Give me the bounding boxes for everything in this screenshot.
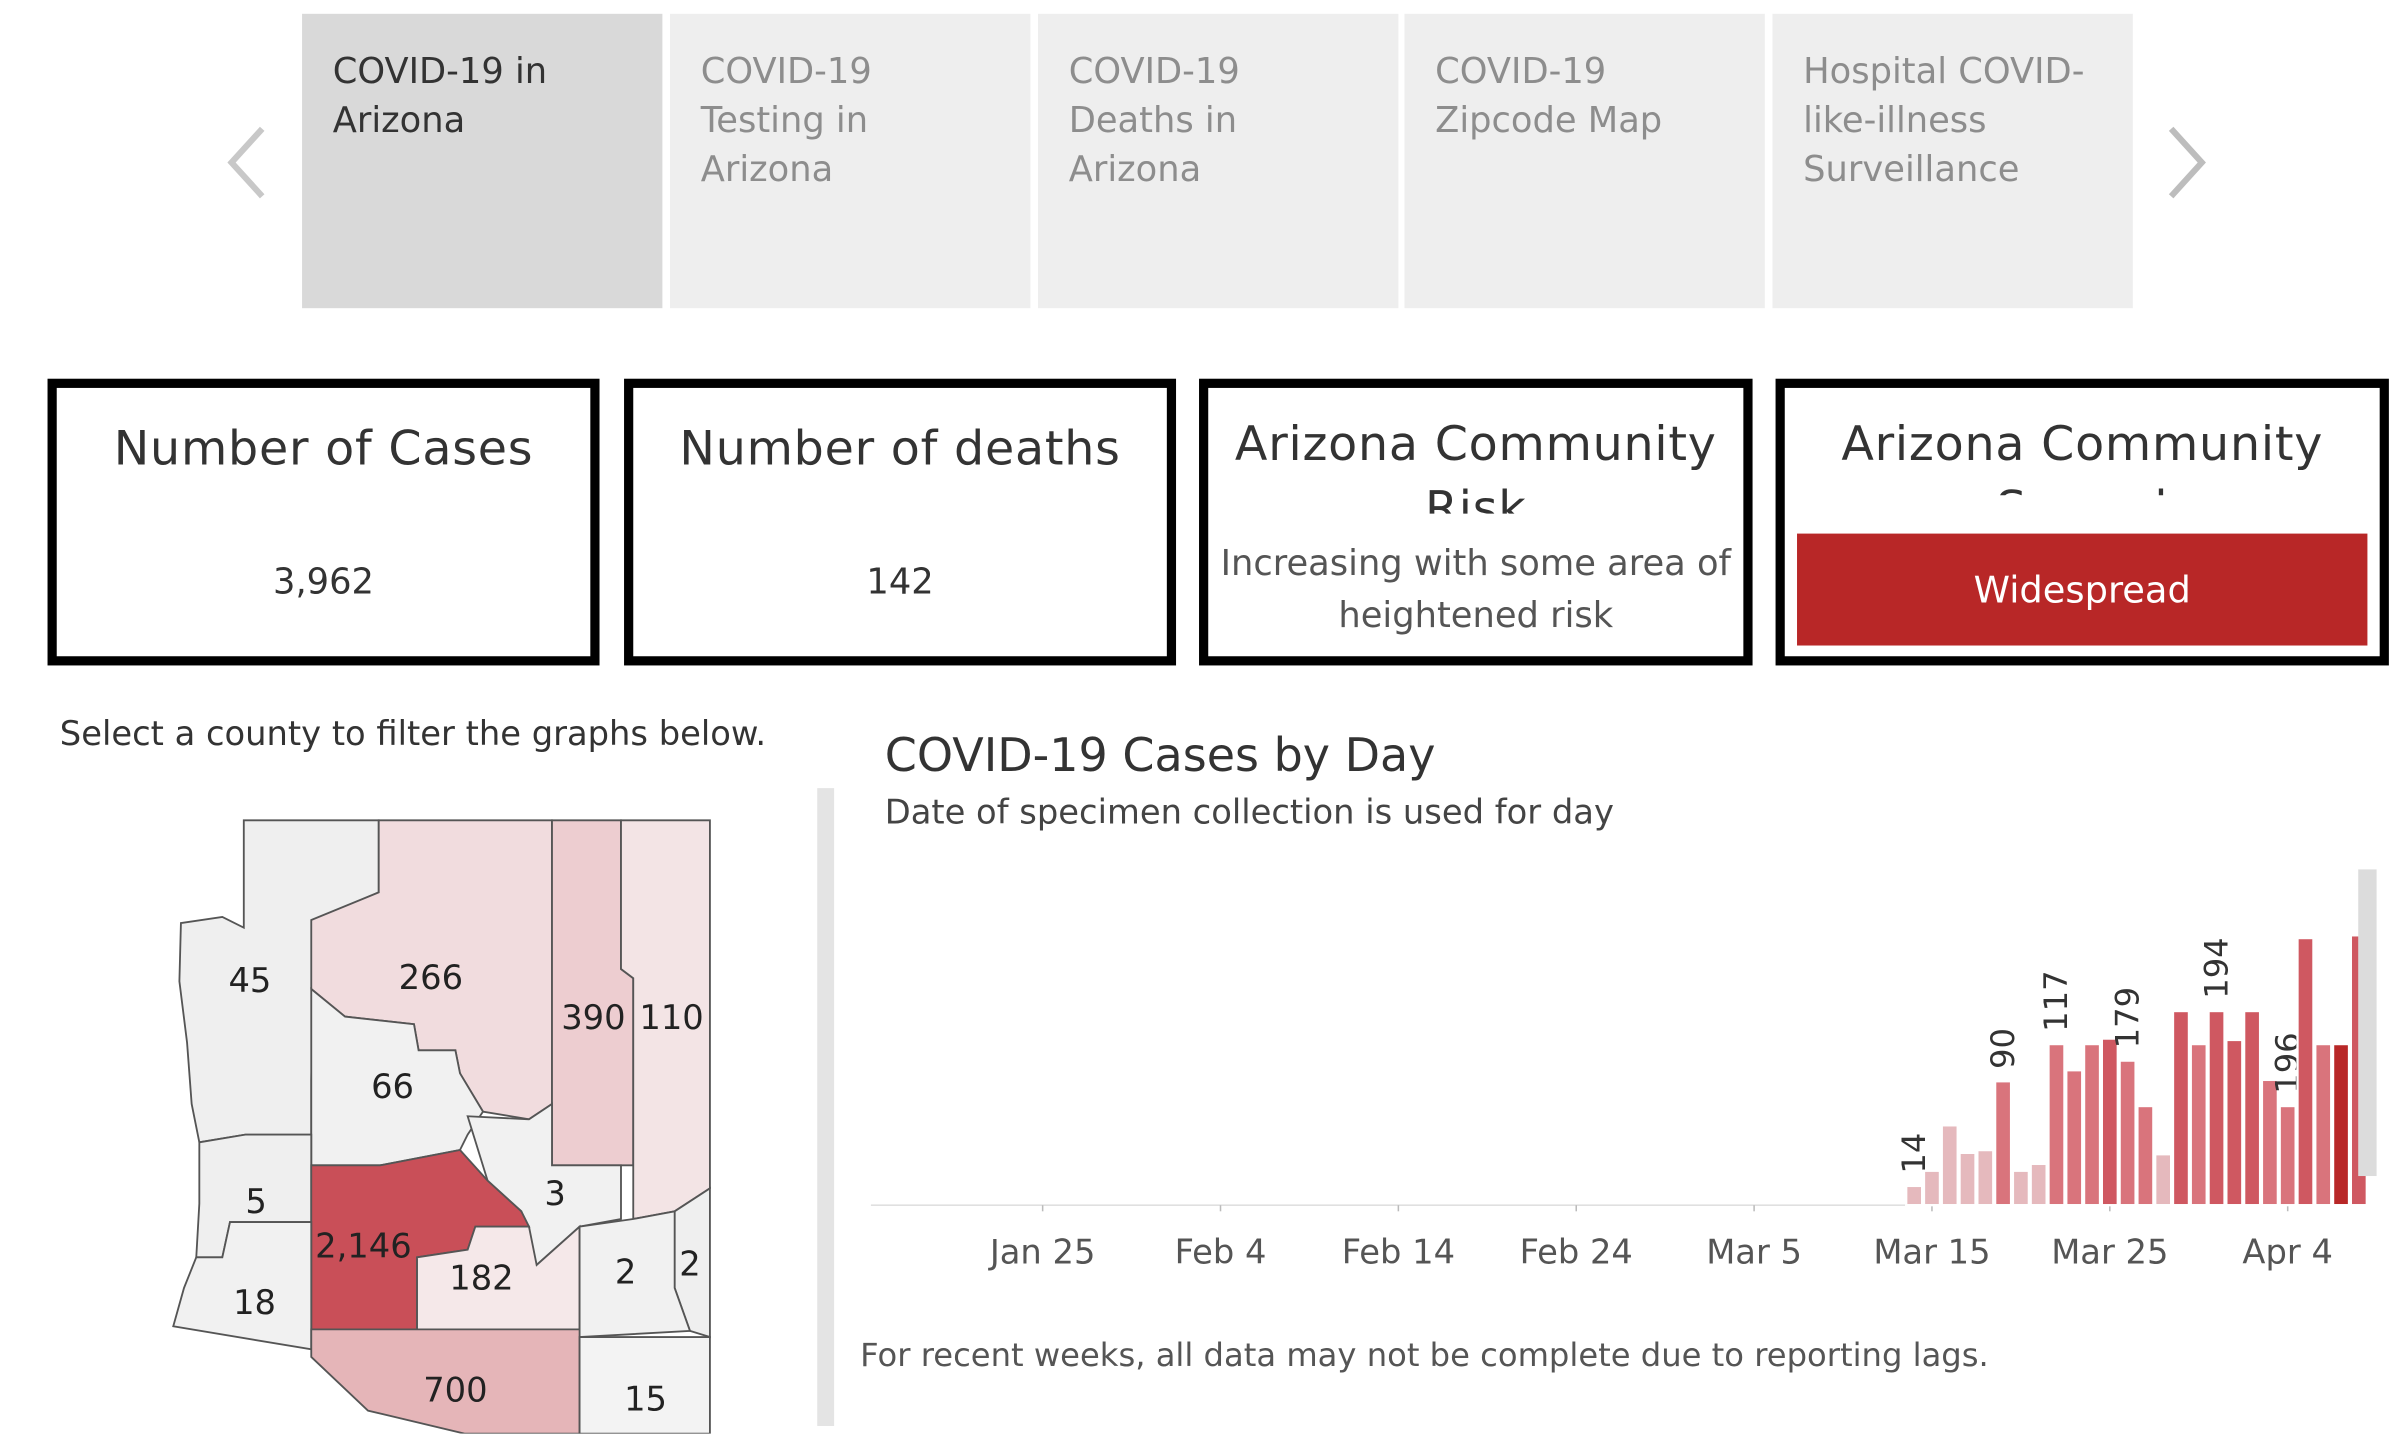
x-tick-label: Jan 25 bbox=[988, 1232, 1096, 1271]
bar[interactable] bbox=[2331, 1042, 2351, 1207]
x-tick-label: Feb 14 bbox=[1342, 1232, 1455, 1271]
x-tick-label: Mar 25 bbox=[2051, 1232, 2168, 1271]
bar[interactable] bbox=[2171, 1009, 2191, 1207]
x-tick-label: Apr 4 bbox=[2242, 1232, 2333, 1271]
cases-title: Number of Cases bbox=[113, 421, 534, 477]
county-value-coconino: 266 bbox=[399, 958, 463, 997]
bar[interactable] bbox=[2118, 1059, 2137, 1207]
bar[interactable] bbox=[1993, 1080, 2013, 1207]
carousel-next-button[interactable] bbox=[2159, 120, 2214, 206]
community-spread-title: Arizona Community Spread bbox=[1841, 417, 2324, 495]
county-cochise[interactable] bbox=[578, 1336, 711, 1434]
bar[interactable] bbox=[2011, 1169, 2031, 1207]
county-value-mohave: 45 bbox=[228, 961, 271, 1000]
county-value-pima: 700 bbox=[423, 1370, 487, 1409]
bar[interactable] bbox=[1958, 1151, 1977, 1207]
county-value-graham: 2 bbox=[615, 1252, 636, 1291]
bar[interactable] bbox=[2260, 1078, 2280, 1207]
tab-covid19-testing[interactable]: COVID-19 Testing in Arizona bbox=[670, 13, 1031, 309]
county-value-yavapai: 66 bbox=[371, 1067, 414, 1106]
tab-covid19-zipcode-map[interactable]: COVID-19 Zipcode Map bbox=[1404, 13, 1765, 309]
x-tick-label: Feb 4 bbox=[1175, 1232, 1267, 1271]
bar[interactable] bbox=[1976, 1148, 1995, 1207]
tab-covid19-in-arizona[interactable]: COVID-19 in Arizona bbox=[302, 13, 663, 309]
chart-subtitle: Date of specimen collection is used for … bbox=[884, 794, 1614, 833]
bar[interactable] bbox=[2314, 1042, 2333, 1207]
county-value-yuma: 18 bbox=[233, 1283, 276, 1322]
bar[interactable] bbox=[2296, 936, 2315, 1207]
chevron-right-icon bbox=[2168, 126, 2206, 199]
bar[interactable] bbox=[2029, 1162, 2048, 1207]
map-scrollbar[interactable] bbox=[817, 788, 835, 1426]
x-tick-label: Mar 15 bbox=[1873, 1232, 1990, 1271]
bar[interactable] bbox=[2065, 1069, 2084, 1207]
bar[interactable] bbox=[1922, 1169, 1942, 1207]
reporting-lag-footnote: For recent weeks, all data may not be co… bbox=[860, 1337, 1989, 1374]
bar[interactable] bbox=[2207, 1009, 2226, 1207]
carousel-prev-button[interactable] bbox=[219, 120, 274, 206]
chart-title: COVID-19 Cases by Day bbox=[884, 729, 1436, 784]
county-yuma[interactable] bbox=[172, 1221, 313, 1351]
community-spread-card: Arizona Community Spread Widespread bbox=[1775, 378, 2389, 666]
cases-value: 3,962 bbox=[273, 562, 375, 603]
chart-scrollbar[interactable] bbox=[2358, 869, 2377, 1177]
bar[interactable] bbox=[2225, 1038, 2244, 1207]
county-value-navajo: 390 bbox=[561, 998, 625, 1037]
map-hint: Select a county to filter the graphs bel… bbox=[59, 716, 767, 755]
data-label: 117 bbox=[2037, 970, 2075, 1031]
bar[interactable] bbox=[1905, 1184, 1924, 1207]
cases-by-day-chart[interactable]: Jan 25 Feb 4 Feb 14 Feb 24 Mar 5 Mar 15 Mar 25… bbox=[859, 859, 2380, 1304]
tab-covid19-deaths[interactable]: COVID-19 Deaths in Arizona bbox=[1038, 13, 1399, 309]
bar[interactable] bbox=[2082, 1042, 2102, 1207]
deaths-value: 142 bbox=[866, 562, 934, 603]
data-label: 194 bbox=[2197, 937, 2235, 998]
chevron-left-icon bbox=[227, 126, 265, 199]
deaths-card: Number of deaths 142 bbox=[624, 378, 1177, 666]
data-label: 14 bbox=[1895, 1133, 1933, 1174]
bar[interactable] bbox=[2189, 1042, 2208, 1207]
county-value-greenlee: 2 bbox=[679, 1245, 700, 1284]
county-value-apache: 110 bbox=[639, 998, 703, 1037]
community-risk-card: Arizona Community Risk Increasing with s… bbox=[1199, 378, 1753, 666]
bar[interactable] bbox=[2278, 1104, 2297, 1207]
county-value-gila: 3 bbox=[544, 1174, 565, 1213]
bar[interactable] bbox=[2136, 1104, 2155, 1207]
x-tick-label: Feb 24 bbox=[1520, 1232, 1633, 1271]
x-tick-label: Mar 5 bbox=[1706, 1232, 1802, 1271]
community-spread-badge: Widespread bbox=[1797, 533, 2368, 646]
county-value-pinal: 182 bbox=[449, 1259, 513, 1298]
community-risk-description: Increasing with some area of heightened … bbox=[1220, 544, 1731, 637]
bar[interactable] bbox=[2100, 1037, 2119, 1207]
bar[interactable] bbox=[2154, 1153, 2173, 1207]
data-label: 90 bbox=[1984, 1028, 2022, 1069]
cases-card: Number of Cases 3,962 bbox=[47, 378, 600, 666]
community-risk-title: Arizona Community Risk bbox=[1234, 417, 1717, 514]
county-value-la-paz: 5 bbox=[245, 1182, 266, 1221]
arizona-county-map[interactable]: 45 266 390 110 66 5 3 2,146 182 2 2 18 7… bbox=[153, 805, 736, 1434]
bar[interactable] bbox=[2047, 1042, 2066, 1207]
tab-hospital-cli-surveillance[interactable]: Hospital COVID-like-illness Surveillance bbox=[1772, 13, 2133, 309]
county-value-cochise: 15 bbox=[624, 1380, 667, 1419]
county-value-maricopa: 2,146 bbox=[315, 1226, 412, 1265]
bar[interactable] bbox=[1940, 1124, 1959, 1207]
deaths-title: Number of deaths bbox=[679, 421, 1121, 477]
bar[interactable] bbox=[2242, 1009, 2262, 1207]
data-label: 179 bbox=[2108, 987, 2146, 1048]
